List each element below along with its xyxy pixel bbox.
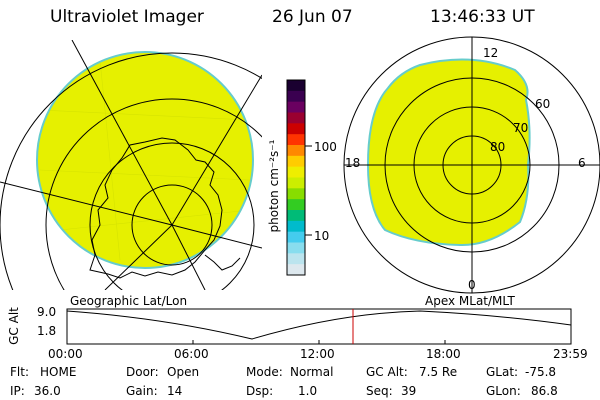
lon-line xyxy=(71,40,173,226)
door-label: Door: xyxy=(126,365,159,379)
colorbar xyxy=(287,80,305,276)
orbit-ylabel: GC Alt xyxy=(7,307,21,345)
mlat-label-70: 70 xyxy=(513,121,529,135)
gcalt-value: 7.5 Re xyxy=(419,365,458,379)
mlt-label-12: 12 xyxy=(483,46,499,60)
orbit-xtick: 18:00 xyxy=(426,347,461,361)
time-label: 13:46:33 UT xyxy=(430,7,535,27)
colorbar-segment xyxy=(287,112,305,124)
orbit-xtick: 06:00 xyxy=(174,347,209,361)
door-value: Open xyxy=(167,365,200,379)
seq-value: 39 xyxy=(401,384,417,398)
apex-label: Apex MLat/MLT xyxy=(425,294,515,308)
mlt-label-6: 6 xyxy=(578,156,586,170)
dsp-value: 1.0 xyxy=(298,384,318,398)
coastline xyxy=(89,137,223,279)
orbit-plot xyxy=(66,308,572,345)
colorbar-unit-label: photon cm⁻²s⁻¹ xyxy=(267,139,281,233)
instrument-title: Ultraviolet Imager xyxy=(50,7,204,27)
glat-value: -75.8 xyxy=(525,365,557,379)
colorbar-segment xyxy=(287,242,305,254)
glat-label: GLat: xyxy=(486,365,519,379)
orbit-xtick: 23:59 xyxy=(553,347,588,361)
mlat-label-80: 80 xyxy=(490,140,506,154)
colorbar-frame xyxy=(286,79,306,276)
orbit-ytick-low: 1.8 xyxy=(37,324,57,338)
lon-line xyxy=(171,224,206,290)
mlt-label-0: 0 xyxy=(468,278,476,292)
lat-circle xyxy=(89,142,255,290)
lon-line xyxy=(104,224,173,290)
date-label: 26 Jun 07 xyxy=(272,7,353,27)
colorbar-segment xyxy=(287,123,305,135)
glon-label: GLon: xyxy=(486,384,521,398)
orbit-xtick: 00:00 xyxy=(48,347,83,361)
gain-label: Gain: xyxy=(126,384,158,398)
lon-line xyxy=(171,74,262,226)
colorbar-segment xyxy=(287,210,305,222)
colorbar-segment xyxy=(287,231,305,243)
glon-value: 86.8 xyxy=(531,384,558,398)
coastline-detail xyxy=(204,254,241,271)
mode-label: Mode: xyxy=(246,365,283,379)
colorbar-segment xyxy=(287,220,305,233)
colorbar-segment xyxy=(287,188,305,200)
lat-circle xyxy=(45,98,262,290)
orbit-plot-frame xyxy=(66,308,572,345)
lat-circle xyxy=(131,184,213,266)
ip-label: IP: xyxy=(10,384,25,398)
colorbar-segment xyxy=(287,145,305,157)
orbit-xtick: 12:00 xyxy=(300,347,335,361)
ip-value: 36.0 xyxy=(34,384,61,398)
gcalt-label: GC Alt: xyxy=(366,365,408,379)
geographic-label: Geographic Lat/Lon xyxy=(70,294,188,308)
image-fill-disc xyxy=(36,51,254,269)
lat-circle xyxy=(0,52,262,290)
colorbar-segment xyxy=(287,177,305,189)
colorbar-segment xyxy=(287,253,305,265)
flt-value: HOME xyxy=(40,365,77,379)
lon-line xyxy=(171,224,262,249)
flt-label: Flt: xyxy=(10,365,29,379)
colorbar-segment xyxy=(287,199,305,211)
mlt-label-18: 18 xyxy=(345,156,361,170)
orbit-ytick-high: 9.0 xyxy=(37,305,57,319)
colorbar-tick-100: 100 xyxy=(314,140,337,154)
colorbar-segment xyxy=(287,264,305,276)
seq-label: Seq: xyxy=(366,384,393,398)
colorbar-tick-10: 10 xyxy=(314,229,330,243)
colorbar-segment xyxy=(287,90,305,103)
colorbar-segment xyxy=(287,155,305,168)
magnetic-map xyxy=(343,36,600,294)
colorbar-segment xyxy=(287,134,305,146)
colorbar-segment xyxy=(287,80,305,92)
altitude-curve xyxy=(66,310,572,340)
mlat-label-60: 60 xyxy=(535,97,551,111)
mode-value: Normal xyxy=(290,365,334,379)
dsp-label: Dsp: xyxy=(246,384,274,398)
lon-line xyxy=(0,181,173,226)
colorbar-segment xyxy=(287,101,305,113)
colorbar-segment xyxy=(287,166,305,178)
image-fill-region xyxy=(366,58,531,247)
gain-value: 14 xyxy=(167,384,183,398)
